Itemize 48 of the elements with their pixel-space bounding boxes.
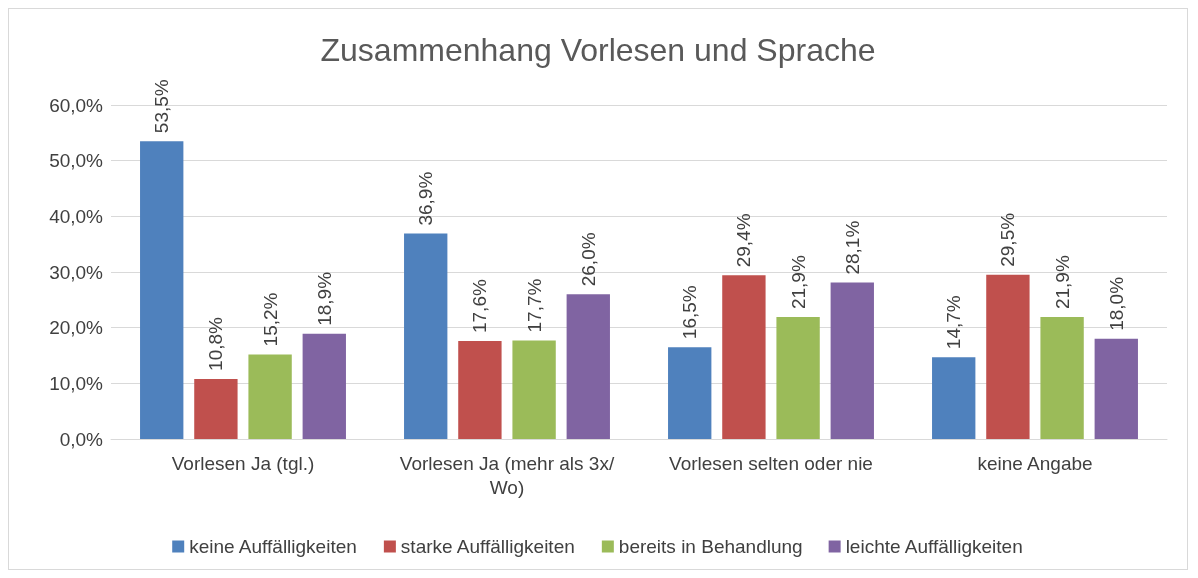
bar <box>194 378 238 439</box>
data-label: 18,0% <box>1105 276 1127 331</box>
data-label: 15,2% <box>259 292 281 347</box>
data-label: 17,6% <box>469 279 491 334</box>
y-tick-label: 10,0% <box>49 372 104 394</box>
y-tick-label: 50,0% <box>49 150 104 172</box>
x-tick-label: Vorlesen Ja (mehr als 3x/Wo) <box>399 452 615 498</box>
y-tick-label: 20,0% <box>49 317 104 339</box>
y-tick-label: 60,0% <box>49 94 104 116</box>
legend-label: starke Auffälligkeiten <box>400 536 575 557</box>
bar <box>986 274 1030 439</box>
bar <box>302 333 346 439</box>
bar <box>932 357 976 439</box>
legend-label: bereits in Behandlung <box>618 536 803 557</box>
data-label: 53,5% <box>151 79 173 134</box>
bar <box>722 275 766 439</box>
y-tick-label: 30,0% <box>49 261 104 283</box>
data-label: 21,9% <box>1051 255 1073 310</box>
bar <box>1094 338 1138 439</box>
data-label: 29,4% <box>733 213 755 268</box>
legend-label: keine Auffälligkeiten <box>189 536 357 557</box>
bar <box>830 282 874 439</box>
legend-label: leichte Auffälligkeiten <box>845 536 1023 557</box>
data-label: 28,1% <box>841 220 863 275</box>
bar <box>248 354 292 439</box>
data-label: 29,5% <box>997 212 1019 267</box>
y-tick-label: 0,0% <box>59 428 104 450</box>
bar <box>512 340 556 439</box>
bar <box>458 341 502 439</box>
chart-title: Zusammenhang Vorlesen und Sprache <box>320 32 876 68</box>
data-label: 36,9% <box>415 171 437 226</box>
data-label: 10,8% <box>205 316 227 371</box>
bar <box>776 317 820 439</box>
bar <box>404 233 448 439</box>
bar <box>1040 317 1084 439</box>
y-tick-label: 40,0% <box>49 205 104 227</box>
bar <box>668 347 712 439</box>
data-label: 21,9% <box>787 255 809 310</box>
data-label: 26,0% <box>577 232 599 287</box>
x-tick-label: Vorlesen Ja (tgl.) <box>171 452 315 474</box>
data-label: 14,7% <box>943 295 965 350</box>
x-tick-label: keine Angabe <box>977 452 1093 474</box>
data-label: 18,9% <box>313 271 335 326</box>
x-tick-label: Vorlesen selten oder nie <box>669 452 873 474</box>
data-label: 16,5% <box>679 285 701 340</box>
bar <box>140 141 184 439</box>
data-label: 17,7% <box>523 278 545 333</box>
bar <box>566 294 610 439</box>
